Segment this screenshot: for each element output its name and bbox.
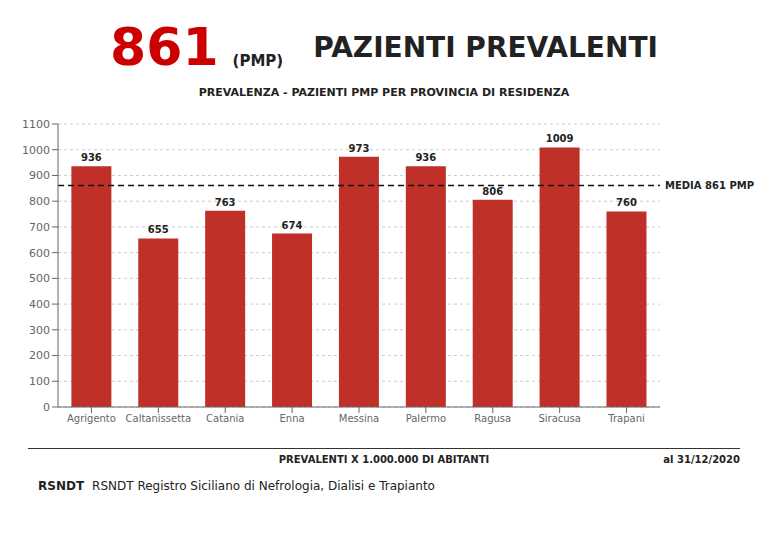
svg-text:1100: 1100 bbox=[22, 118, 50, 131]
svg-text:Siracusa: Siracusa bbox=[538, 413, 581, 424]
svg-text:Trapani: Trapani bbox=[607, 413, 644, 424]
svg-text:700: 700 bbox=[29, 221, 50, 234]
svg-text:674: 674 bbox=[282, 220, 303, 231]
svg-text:500: 500 bbox=[29, 272, 50, 285]
html-text:RSNDT Registro Siciliano di Ne: RSNDT Registro Siciliano di Nefrologia, … bbox=[92, 479, 435, 493]
svg-text:936: 936 bbox=[81, 152, 102, 163]
svg-text:Caltanissetta: Caltanissetta bbox=[126, 413, 192, 424]
html-text:RSNDT: RSNDT bbox=[38, 479, 85, 493]
svg-text:400: 400 bbox=[29, 298, 50, 311]
svg-text:MEDIA 861 PMP: MEDIA 861 PMP bbox=[665, 180, 754, 191]
html-text:al 31/12/2020: al 31/12/2020 bbox=[663, 454, 740, 465]
svg-text:Messina: Messina bbox=[339, 413, 379, 424]
svg-text:Ragusa: Ragusa bbox=[474, 413, 511, 424]
svg-text:Palermo: Palermo bbox=[406, 413, 446, 424]
html-text:PAZIENTI PREVALENTI: PAZIENTI PREVALENTI bbox=[313, 30, 658, 64]
svg-text:Agrigento: Agrigento bbox=[67, 413, 116, 424]
svg-text:200: 200 bbox=[29, 349, 50, 362]
svg-text:1000: 1000 bbox=[22, 144, 50, 157]
html-text:PREVALENZA - PAZIENTI PMP PER: PREVALENZA - PAZIENTI PMP PER PROVINCIA … bbox=[198, 86, 570, 99]
svg-text:1009: 1009 bbox=[546, 133, 574, 144]
svg-text:Catania: Catania bbox=[206, 413, 244, 424]
svg-text:0: 0 bbox=[43, 401, 50, 414]
svg-text:655: 655 bbox=[148, 224, 169, 235]
svg-text:100: 100 bbox=[29, 375, 50, 388]
svg-text:936: 936 bbox=[415, 152, 436, 163]
svg-text:760: 760 bbox=[616, 197, 637, 208]
svg-text:600: 600 bbox=[29, 247, 50, 260]
svg-text:Enna: Enna bbox=[280, 413, 305, 424]
svg-text:300: 300 bbox=[29, 324, 50, 337]
svg-text:763: 763 bbox=[215, 197, 236, 208]
html-text:861: 861 bbox=[110, 17, 219, 77]
svg-text:900: 900 bbox=[29, 169, 50, 182]
html-text:(PMP): (PMP) bbox=[232, 52, 284, 70]
svg-text:800: 800 bbox=[29, 195, 50, 208]
svg-text:973: 973 bbox=[348, 143, 369, 154]
html-text:PREVALENTI X 1.000.000 DI ABIT: PREVALENTI X 1.000.000 DI ABITANTI bbox=[278, 454, 490, 465]
svg-text:806: 806 bbox=[482, 186, 503, 197]
